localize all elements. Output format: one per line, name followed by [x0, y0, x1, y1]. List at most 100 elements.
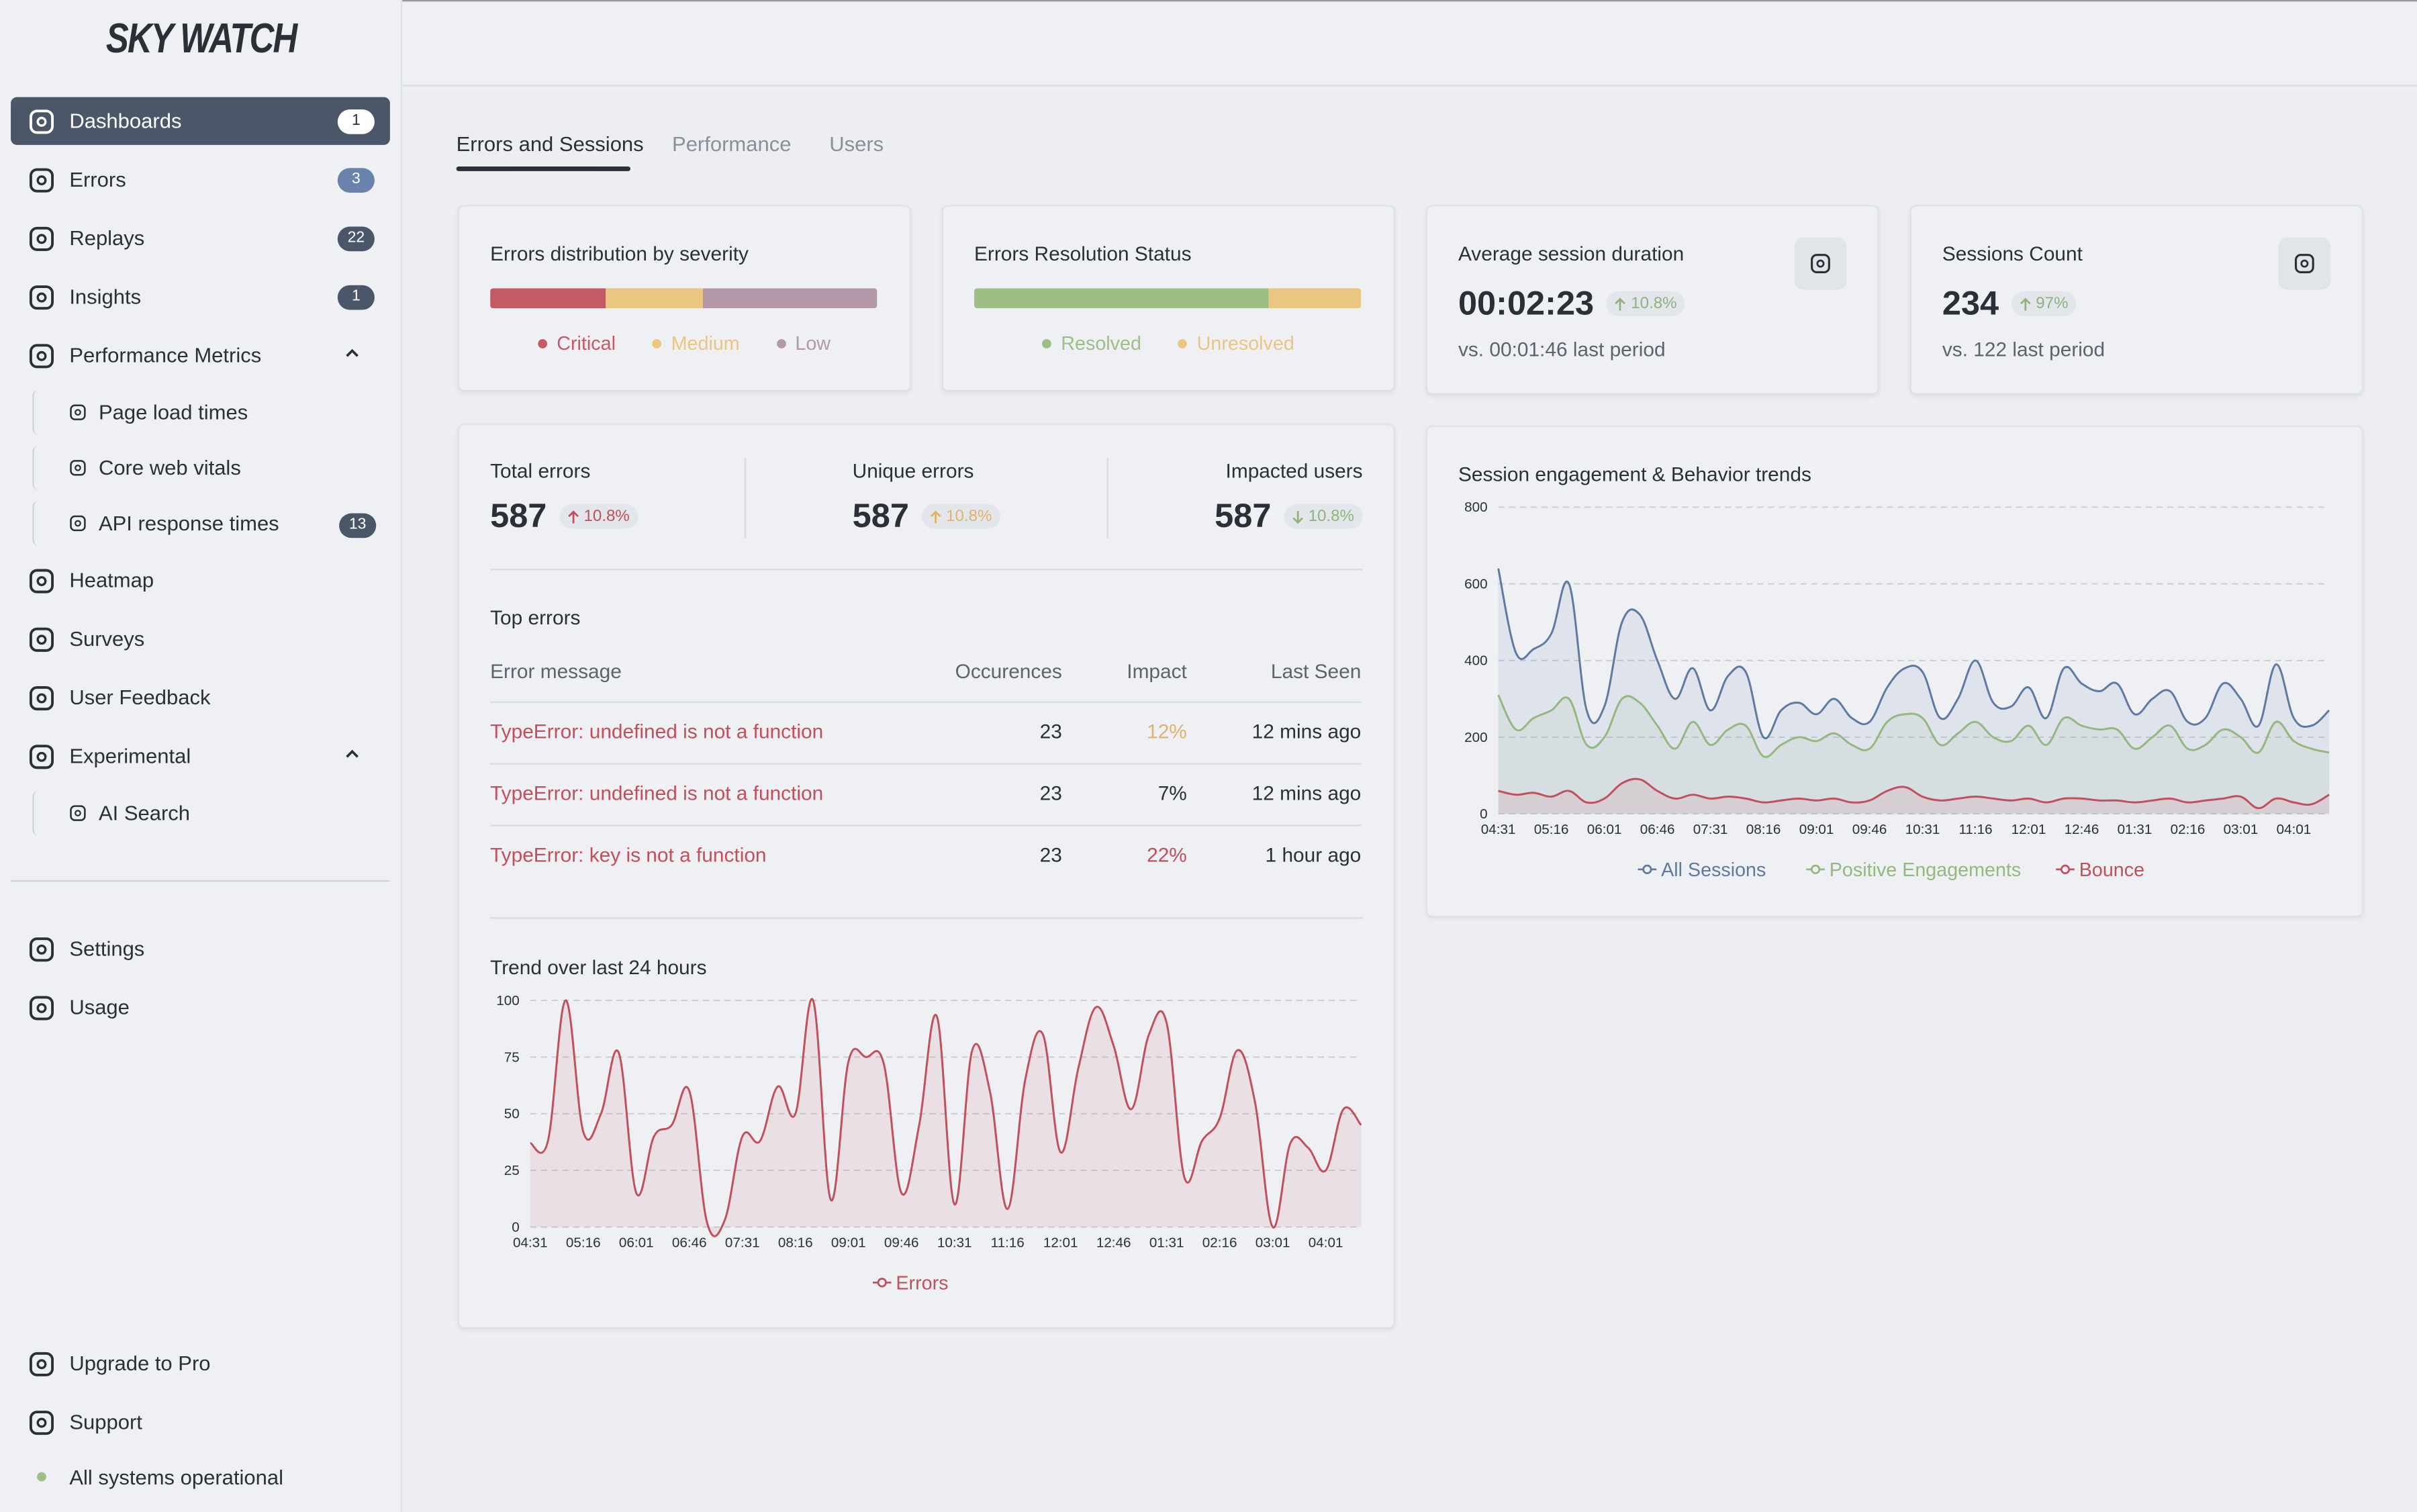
occurrences: 23: [1039, 843, 1062, 867]
error-message[interactable]: TypeError: key is not a function: [490, 843, 767, 867]
chevron-shape: [346, 348, 359, 357]
arrow-shape: [930, 510, 941, 523]
icon-shape: [36, 575, 47, 585]
last-seen: 12 mins ago: [1251, 720, 1362, 743]
summary-row: 587 10.8%: [853, 496, 1099, 536]
icon-shape: [2294, 254, 2314, 274]
change-badge: 97%: [2011, 291, 2076, 316]
chart-title: Trend over last 24 hours: [490, 955, 707, 979]
nav-item[interactable]: Replays 22: [11, 214, 390, 262]
legend-label: Critical: [557, 332, 616, 355]
legend-item: Low: [776, 333, 831, 355]
severity-card: Errors distribution by severity Critical…: [457, 205, 911, 392]
icon: [29, 226, 54, 250]
icon-shape: [2300, 259, 2309, 268]
icon: [2294, 254, 2314, 274]
icon: [1811, 254, 1830, 274]
nav-subitem[interactable]: AI Search: [32, 790, 391, 836]
nav-item[interactable]: Insights 1: [11, 273, 390, 320]
legend-item: Medium: [653, 333, 740, 355]
icon-shape: [36, 291, 47, 302]
icon-shape: [29, 937, 54, 961]
icon-shape: [36, 943, 47, 954]
icon: [70, 515, 86, 532]
nav-subitem[interactable]: Page load times: [32, 389, 391, 435]
icon-shape: [29, 167, 54, 192]
nav-label: Errors: [69, 168, 126, 191]
chevron: [346, 749, 359, 758]
tab[interactable]: Performance: [672, 132, 792, 156]
status: All systems operational: [37, 1466, 283, 1489]
nav-item[interactable]: User Feedback: [11, 673, 390, 721]
impact: 22%: [1147, 843, 1187, 867]
nav-item[interactable]: Errors 3: [11, 156, 390, 203]
nav-item[interactable]: Usage: [11, 984, 390, 1031]
nav-label: Performance Metrics: [69, 343, 262, 367]
icon: [70, 805, 86, 821]
card-title: Errors Resolution Status: [974, 242, 1192, 265]
change-value: 10.8%: [1308, 507, 1354, 526]
legend-item: Critical: [538, 333, 616, 355]
icon: [70, 404, 86, 420]
divider: [490, 569, 1363, 571]
errors-card: Top errors Trend over last 24 hours Tota…: [457, 424, 1395, 1329]
nav-item[interactable]: Dashboards 1: [11, 97, 390, 145]
divider: [490, 917, 1363, 919]
error-message[interactable]: TypeError: undefined is not a function: [490, 720, 824, 743]
nav-item[interactable]: Experimental: [11, 733, 390, 780]
kpi-value: 00:02:23: [1458, 283, 1595, 322]
nav-subitem[interactable]: API response times 13: [32, 501, 391, 546]
icon-shape: [29, 343, 54, 368]
nav-badge: 1: [337, 285, 375, 310]
tab[interactable]: Users: [829, 132, 884, 156]
section-title: Top errors: [490, 606, 581, 629]
nav-badge: 13: [339, 513, 377, 538]
nav-item[interactable]: Heatmap: [11, 557, 390, 604]
summary-row: 587 10.8%: [1215, 496, 1362, 536]
icon: [29, 343, 54, 368]
impact: 12%: [1147, 720, 1187, 743]
row-divider: [490, 824, 1362, 826]
divider: [744, 457, 747, 538]
icon-shape: [36, 175, 47, 185]
summary-label: Unique errors: [852, 459, 974, 483]
nav-item[interactable]: Surveys: [11, 615, 390, 663]
icon-shape: [36, 634, 47, 645]
change-badge: 10.8%: [1283, 504, 1362, 529]
session-card: Session engagement & Behavior trends: [1425, 425, 2363, 918]
chevron: [346, 348, 359, 357]
nav-item[interactable]: Performance Metrics: [11, 332, 390, 379]
nav-label: Replays: [69, 226, 145, 250]
legend-label: Resolved: [1061, 332, 1141, 355]
kpi-title: Sessions Count: [1942, 242, 2083, 265]
icon-shape: [75, 464, 81, 471]
icon: [29, 995, 54, 1020]
icon-shape: [36, 233, 47, 244]
nav-item[interactable]: Support: [11, 1398, 390, 1446]
last-seen: 12 mins ago: [1251, 782, 1362, 805]
secondary-nav: Settings Usage: [11, 925, 390, 1042]
kpi-title: Average session duration: [1458, 242, 1685, 265]
summary-item: Impacted users 587 10.8%: [1215, 459, 1362, 536]
icon-shape: [36, 1358, 47, 1369]
icon: [29, 1409, 54, 1435]
nav-item[interactable]: Settings: [11, 925, 390, 973]
tab[interactable]: Errors and Sessions: [456, 132, 644, 156]
icon-shape: [1816, 259, 1825, 268]
legend-dot: [1178, 339, 1188, 348]
bar-segment: [490, 288, 606, 309]
legend-label: Medium: [671, 332, 740, 355]
nav-label: Settings: [69, 937, 145, 961]
legend-label: Unresolved: [1196, 332, 1294, 355]
nav-label: Core web vitals: [98, 456, 241, 480]
arrow-icon: [1615, 297, 1626, 310]
nav-item[interactable]: Upgrade to Pro: [11, 1339, 390, 1387]
divider: [1106, 457, 1108, 538]
sidebar: SKY WATCH Dashboards 1 Errors 3 Replays 22 Ins…: [0, 0, 403, 1512]
arrow-shape: [1615, 297, 1626, 310]
error-message[interactable]: TypeError: undefined is not a function: [490, 782, 824, 805]
nav-subitem[interactable]: Core web vitals: [32, 445, 391, 491]
summary-value: 587: [490, 496, 547, 535]
